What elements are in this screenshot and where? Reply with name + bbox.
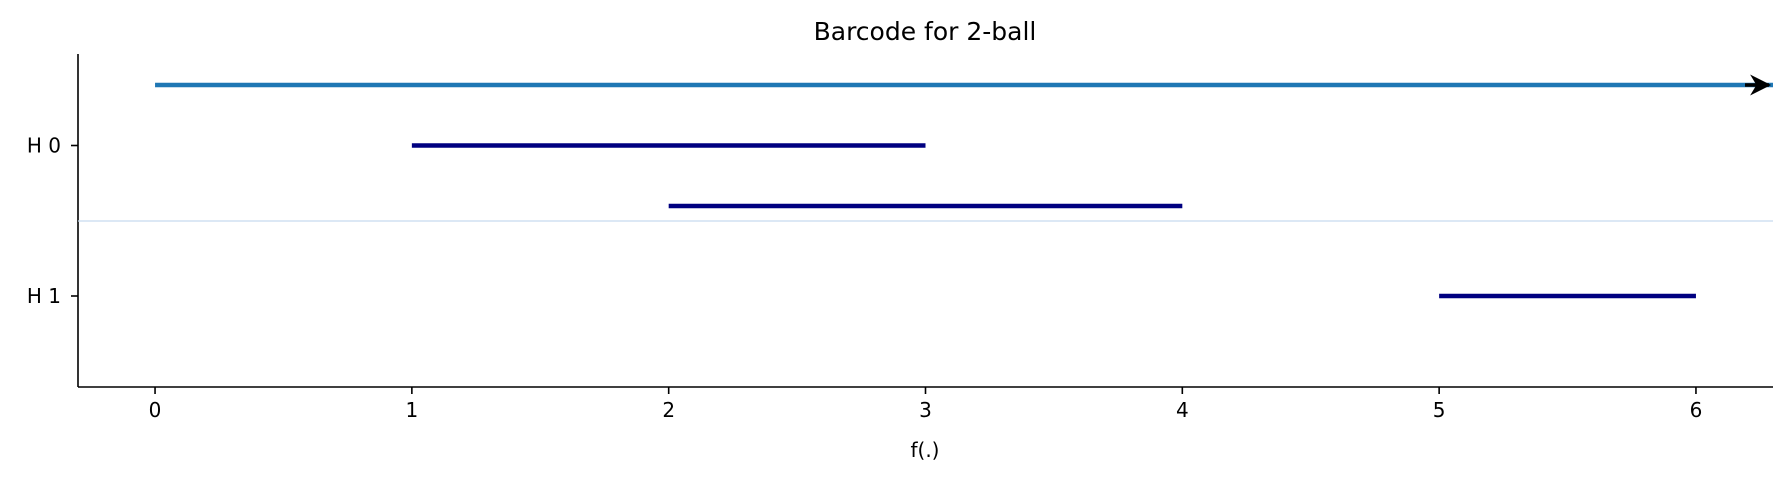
x-tick-label: 0: [149, 398, 162, 422]
x-axis-label: f(.): [910, 438, 939, 462]
y-tick-label: H 0: [27, 134, 61, 158]
x-tick-label: 5: [1433, 398, 1446, 422]
x-tick-label: 1: [405, 398, 418, 422]
chart-title: Barcode for 2-ball: [814, 17, 1037, 46]
x-tick-label: 3: [919, 398, 932, 422]
y-ticks: H 0 H 1: [27, 134, 78, 308]
x-ticks: 0 1 2 3 4 5 6: [149, 387, 1703, 422]
x-tick-label: 6: [1690, 398, 1703, 422]
bars: [155, 74, 1773, 299]
x-tick-label: 2: [662, 398, 675, 422]
x-tick-label: 4: [1176, 398, 1189, 422]
y-tick-label: H 1: [27, 284, 61, 308]
